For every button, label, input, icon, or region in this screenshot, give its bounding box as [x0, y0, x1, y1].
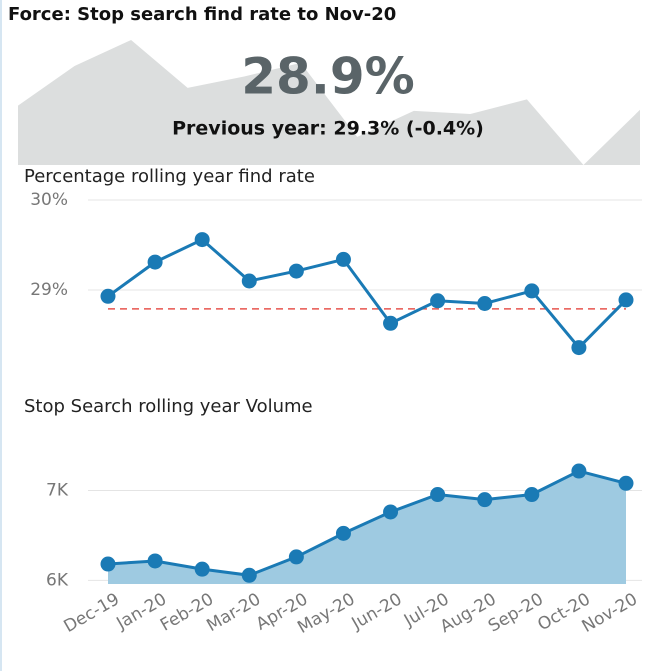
y-tick-label: 30% — [30, 190, 68, 210]
y-tick-label: 29% — [30, 280, 68, 300]
point — [571, 463, 587, 479]
point — [524, 487, 540, 503]
chart-title: Percentage rolling year find rate — [24, 166, 315, 187]
y-tick-label: 7K — [46, 480, 69, 500]
line — [107, 237, 628, 350]
point — [241, 567, 257, 583]
point — [383, 504, 399, 520]
line — [107, 469, 627, 577]
page-title: Force: Stop search find rate to Nov-20 — [8, 4, 396, 25]
point — [430, 293, 446, 309]
x-tick-label: Sep-20 — [485, 589, 547, 636]
point — [147, 254, 163, 270]
point — [147, 553, 163, 569]
x-tick-label: Dec-19 — [60, 589, 123, 637]
kpi-comparison: Previous year: 29.3% (-0.4%) — [172, 118, 484, 140]
point — [524, 283, 540, 299]
chart-title: Stop Search rolling year Volume — [24, 396, 313, 417]
point — [430, 487, 446, 503]
point — [100, 288, 116, 304]
x-tick-label: Mar-20 — [203, 589, 264, 636]
point — [383, 315, 399, 331]
x-tick-label: Jun-20 — [348, 589, 406, 634]
point — [571, 340, 587, 356]
point — [241, 273, 257, 289]
border — [0, 0, 2, 671]
kpi-value: 28.9% — [241, 48, 414, 106]
point — [618, 475, 634, 491]
point — [100, 556, 116, 572]
point — [288, 549, 304, 565]
point — [618, 292, 634, 308]
y-tick-label: 6K — [46, 570, 69, 590]
point — [335, 525, 351, 541]
sparkline-area — [18, 40, 640, 165]
point — [194, 561, 210, 577]
point — [477, 296, 493, 311]
point — [477, 492, 493, 508]
point — [194, 232, 210, 248]
point — [335, 251, 351, 267]
point — [288, 263, 304, 279]
